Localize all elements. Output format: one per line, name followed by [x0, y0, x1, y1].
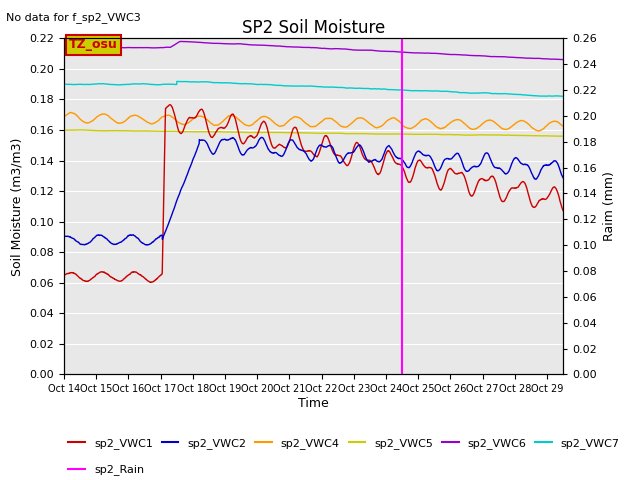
Text: TZ_osu: TZ_osu [69, 38, 118, 51]
Text: No data for f_sp2_VWC3: No data for f_sp2_VWC3 [6, 12, 141, 23]
Legend: sp2_Rain: sp2_Rain [64, 460, 148, 480]
Y-axis label: Soil Moisture (m3/m3): Soil Moisture (m3/m3) [11, 137, 24, 276]
Y-axis label: Raim (mm): Raim (mm) [603, 171, 616, 241]
X-axis label: Time: Time [298, 397, 329, 410]
Title: SP2 Soil Moisture: SP2 Soil Moisture [242, 19, 385, 37]
